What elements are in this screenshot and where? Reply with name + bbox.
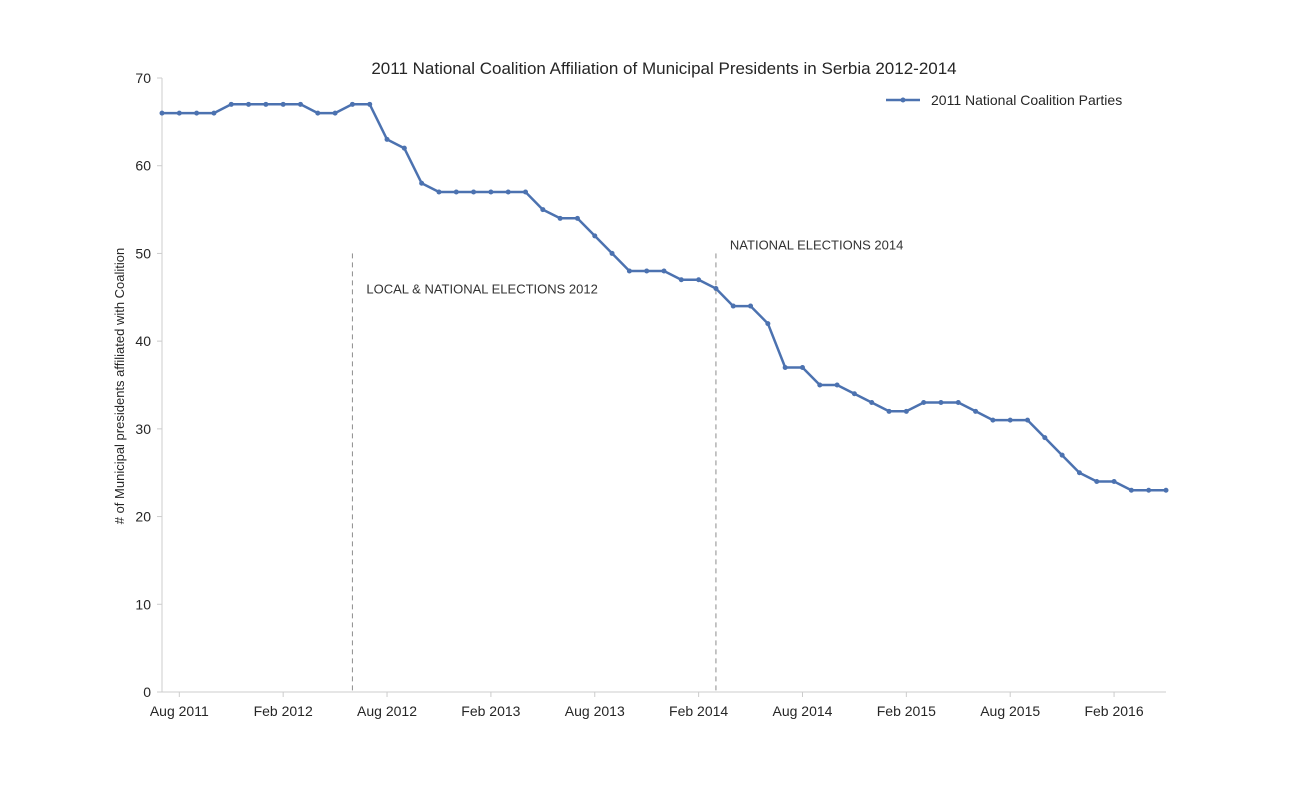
data-point	[869, 400, 875, 406]
data-point	[1007, 417, 1013, 423]
data-point	[1111, 478, 1117, 484]
data-point	[471, 189, 477, 195]
x-tick-label: Feb 2012	[254, 703, 313, 719]
y-tick-label: 50	[135, 245, 151, 261]
y-tick-label: 70	[135, 70, 151, 86]
data-point	[834, 382, 840, 388]
data-point	[246, 101, 252, 107]
data-point	[1128, 487, 1134, 493]
data-point	[990, 417, 996, 423]
election-annotation-label: LOCAL & NATIONAL ELECTIONS 2012	[366, 282, 597, 297]
x-tick-label: Aug 2011	[150, 703, 209, 719]
data-point	[1076, 470, 1082, 476]
data-point	[886, 408, 892, 414]
data-point	[644, 268, 650, 274]
data-point	[332, 110, 338, 116]
data-point	[211, 110, 217, 116]
data-point	[626, 268, 632, 274]
data-point	[540, 207, 546, 213]
data-point	[592, 233, 598, 239]
data-point	[297, 101, 303, 107]
data-point	[263, 101, 269, 107]
data-point	[194, 110, 200, 116]
data-point	[384, 136, 390, 142]
y-axis-ticks: 0 10 20 30 40 50 60 70	[135, 70, 162, 700]
series-group	[159, 101, 1169, 493]
data-point	[159, 110, 165, 116]
data-point	[1094, 478, 1100, 484]
data-point	[782, 364, 788, 370]
data-point	[419, 180, 425, 186]
data-point	[367, 101, 373, 107]
y-tick-label: 10	[135, 596, 151, 612]
data-point	[505, 189, 511, 195]
data-point	[851, 391, 857, 397]
data-point	[523, 189, 529, 195]
y-axis-label: # of Municipal presidents affiliated wit…	[112, 248, 127, 525]
data-point	[921, 400, 927, 406]
data-point	[176, 110, 182, 116]
annotations: LOCAL & NATIONAL ELECTIONS 2012 NATIONAL …	[351, 238, 903, 692]
data-point	[938, 400, 944, 406]
data-point	[713, 286, 719, 292]
series-line	[162, 103, 1166, 492]
y-tick-label: 60	[135, 158, 151, 174]
x-axis-ticks: Aug 2011 Feb 2012 Aug 2012 Feb 2013 Aug 2013…	[150, 692, 1144, 719]
data-point	[678, 277, 684, 283]
data-point	[955, 400, 961, 406]
data-point	[817, 382, 823, 388]
x-tick-label: Feb 2014	[669, 703, 728, 719]
election-annotation-label: NATIONAL ELECTIONS 2014	[730, 238, 903, 253]
x-tick-label: Aug 2013	[565, 703, 625, 719]
x-tick-label: Feb 2016	[1084, 703, 1143, 719]
x-tick-label: Aug 2015	[980, 703, 1040, 719]
chart-title: 2011 National Coalition Affiliation of M…	[371, 59, 956, 78]
data-point	[349, 101, 355, 107]
x-tick-label: Aug 2014	[773, 703, 833, 719]
y-tick-label: 20	[135, 509, 151, 525]
data-point	[1163, 487, 1169, 493]
data-point	[557, 215, 563, 221]
data-point	[436, 189, 442, 195]
y-tick-label: 40	[135, 333, 151, 349]
legend-point-marker	[900, 97, 906, 103]
data-point	[280, 101, 286, 107]
data-point	[453, 189, 459, 195]
data-point	[765, 321, 771, 327]
legend: 2011 National Coalition Parties	[886, 92, 1122, 108]
y-tick-label: 30	[135, 421, 151, 437]
data-point	[609, 250, 615, 256]
data-point	[1059, 452, 1065, 458]
data-point	[401, 145, 407, 151]
data-point	[228, 101, 234, 107]
data-point	[973, 408, 979, 414]
x-tick-label: Feb 2013	[461, 703, 520, 719]
data-point	[730, 303, 736, 309]
data-point	[696, 277, 702, 283]
data-point	[315, 110, 321, 116]
x-tick-label: Feb 2015	[877, 703, 936, 719]
data-point	[799, 364, 805, 370]
x-tick-label: Aug 2012	[357, 703, 417, 719]
data-point	[903, 408, 909, 414]
data-point	[1042, 435, 1048, 441]
data-point	[1146, 487, 1152, 493]
data-point	[574, 215, 580, 221]
data-point	[661, 268, 667, 274]
y-tick-label: 0	[143, 684, 151, 700]
legend-label: 2011 National Coalition Parties	[931, 92, 1122, 108]
data-point	[1025, 417, 1031, 423]
data-point	[488, 189, 494, 195]
data-point	[748, 303, 754, 309]
